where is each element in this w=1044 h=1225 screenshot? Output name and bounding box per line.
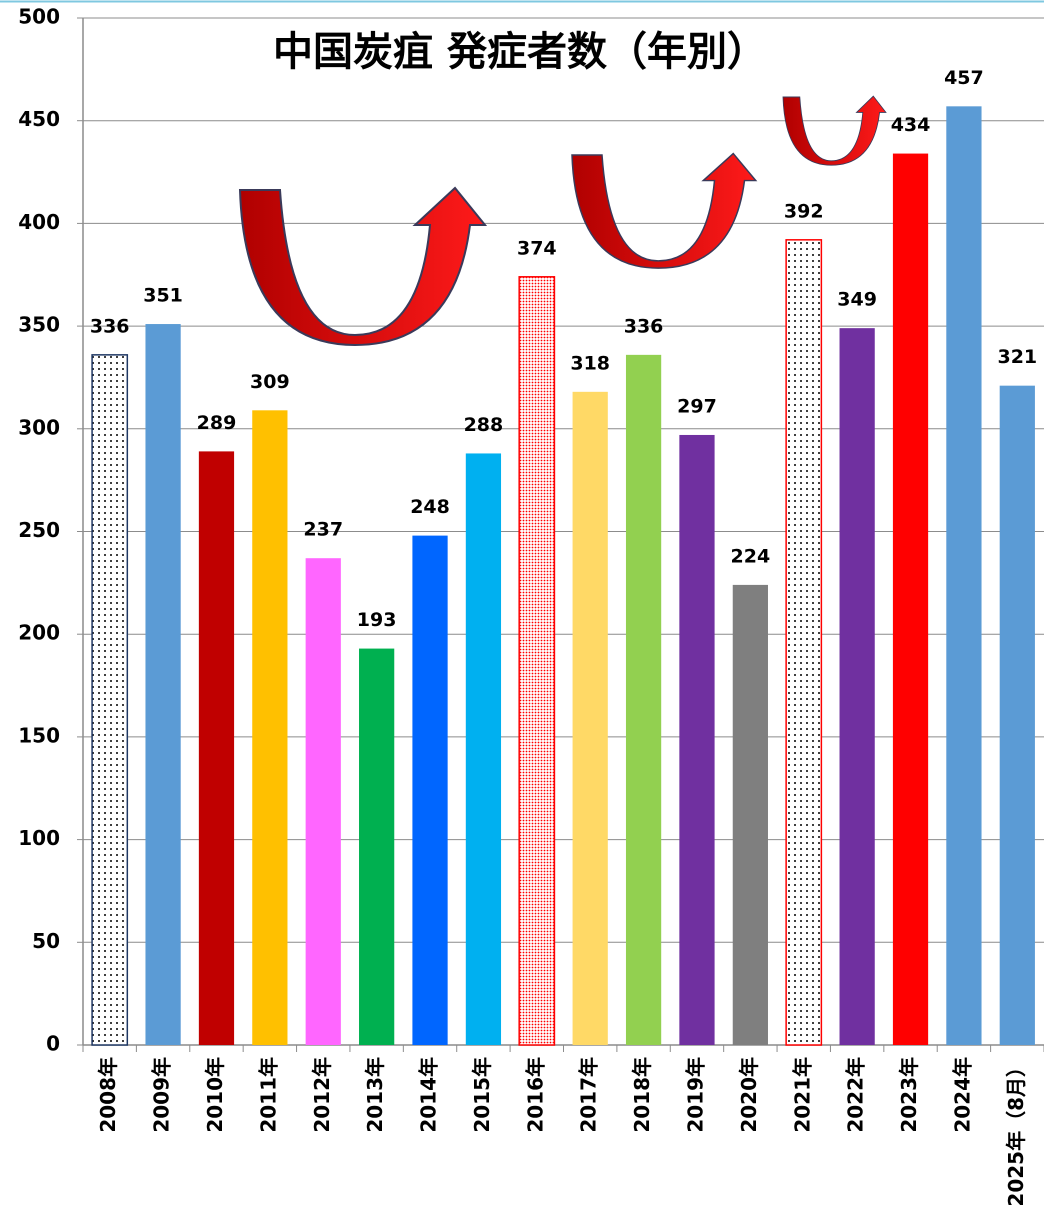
y-tick-label: 150 [18,723,60,747]
bar [91,354,129,1046]
value-label: 374 [517,237,557,259]
y-tick-label: 450 [18,107,60,131]
bar [252,410,288,1046]
chart-title: 中国炭疽 発症者数（年別） [273,29,767,75]
value-label: 336 [624,315,664,337]
x-tick-label: 2011年 [256,1057,280,1133]
value-label: 318 [570,352,610,374]
value-label: 351 [143,285,183,307]
x-tick-label: 2024年 [950,1057,974,1133]
value-label: 321 [997,346,1037,368]
y-tick-label: 200 [18,621,60,645]
bar [732,584,768,1045]
x-tick-label: 2009年 [150,1057,174,1133]
value-label: 309 [250,371,290,393]
bar [572,391,608,1045]
bar [946,106,982,1045]
value-label: 349 [837,289,877,311]
bar [465,453,502,1045]
trend-arrow [571,152,757,269]
value-label: 457 [944,67,984,89]
bar [999,385,1035,1045]
bar [305,558,341,1045]
x-tick-label: 2019年 [683,1057,707,1133]
x-tick-label: 2008年 [96,1057,120,1133]
y-tick-label: 50 [32,929,60,953]
y-tick-label: 250 [18,518,60,542]
y-tick-label: 0 [46,1032,60,1056]
value-label: 336 [90,315,130,337]
x-tick-label: 2018年 [630,1057,654,1133]
bar [359,648,395,1045]
x-tick-label: 2017年 [577,1057,601,1133]
bar [679,434,715,1045]
x-tick-label: 2013年 [363,1057,387,1133]
value-label: 434 [891,114,931,136]
bar [625,354,662,1046]
value-label: 248 [410,496,450,518]
y-tick-label: 100 [18,826,60,850]
y-tick-label: 500 [18,5,60,29]
bar [412,535,448,1045]
trend-arrow [782,95,887,166]
x-tick-label: 2021年 [790,1057,814,1133]
trend-arrow [239,187,486,346]
x-tick-label: 2020年 [737,1057,761,1133]
bar [839,328,875,1045]
x-tick-label: 2023年 [897,1057,921,1133]
bar [785,239,823,1046]
x-tick-label: 2025年（8月） [1004,1057,1028,1207]
bar [198,451,235,1045]
value-label: 297 [677,395,717,417]
x-tick-label: 2014年 [417,1057,441,1133]
bars [91,106,1035,1046]
x-tick-label: 2012年 [310,1057,334,1133]
grid [77,17,1044,1052]
value-label: 288 [464,414,504,436]
y-tick-label: 400 [18,210,60,234]
value-label: 237 [303,519,343,541]
x-tick-label: 2015年 [470,1057,494,1133]
x-tick-label: 2016年 [523,1057,547,1133]
value-label: 392 [784,200,824,222]
x-tick-label: 2022年 [844,1057,868,1133]
bar [892,153,929,1046]
bar [518,276,556,1046]
value-label: 193 [357,609,397,631]
y-tick-label: 300 [18,415,60,439]
value-label: 289 [197,412,237,434]
value-label: 224 [731,545,771,567]
bar [145,324,181,1045]
x-tick-label: 2010年 [203,1057,227,1133]
y-tick-label: 350 [18,313,60,337]
